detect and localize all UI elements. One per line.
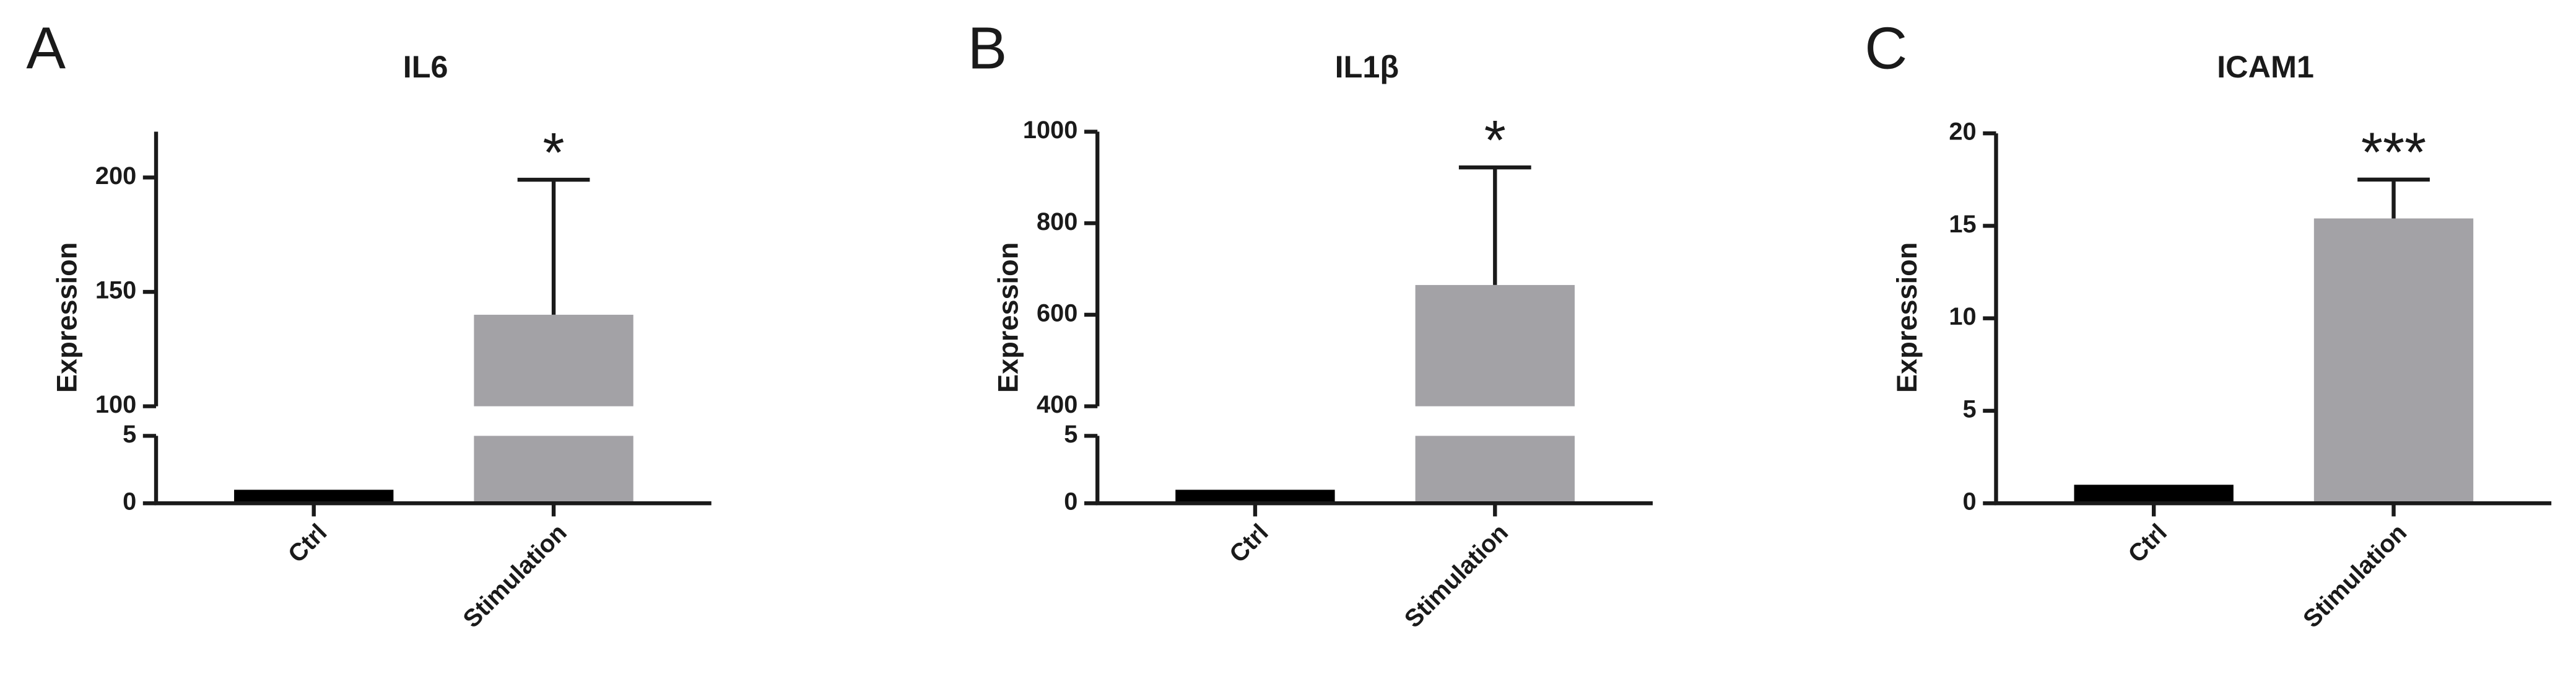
y-axis-label: Expression <box>993 242 1024 393</box>
y-tick-label: 0 <box>1064 488 1077 516</box>
y-tick-label: 20 <box>1949 118 1976 146</box>
y-tick-label: 10 <box>1949 303 1976 330</box>
y-tick-label: 0 <box>1963 488 1977 516</box>
panel-label: A <box>26 15 66 81</box>
panel-label: B <box>968 15 1007 81</box>
bar <box>1415 284 1575 406</box>
y-tick-label: 1000 <box>1023 116 1077 144</box>
significance: *** <box>2361 121 2426 184</box>
y-tick-label: 15 <box>1949 211 1976 238</box>
y-tick-label: 400 <box>1037 391 1077 418</box>
chart-title: IL1β <box>1335 49 1399 84</box>
chart-title: ICAM1 <box>2217 49 2314 84</box>
y-tick-label: 0 <box>123 488 136 516</box>
y-tick-label: 800 <box>1037 208 1077 235</box>
x-tick-label: Ctrl <box>1224 519 1274 568</box>
bar <box>474 436 633 504</box>
x-tick-label: Ctrl <box>283 519 333 568</box>
panel-label: C <box>1865 15 1907 81</box>
significance: * <box>543 121 565 184</box>
x-tick-label: Stimulation <box>458 519 572 633</box>
chart-title: IL6 <box>403 49 448 84</box>
y-tick-label: 5 <box>1963 395 1977 423</box>
x-tick-label: Ctrl <box>2123 519 2172 568</box>
x-tick-label: Stimulation <box>1399 519 1513 633</box>
y-axis-label: Expression <box>1891 242 1923 393</box>
y-tick-label: 150 <box>95 277 136 304</box>
y-tick-label: 5 <box>123 421 136 448</box>
y-axis-label: Expression <box>51 242 82 393</box>
significance: * <box>1484 109 1506 172</box>
bar <box>474 314 633 406</box>
bar <box>2074 485 2234 504</box>
y-tick-label: 100 <box>95 391 136 418</box>
y-tick-label: 5 <box>1064 421 1077 448</box>
x-tick-label: Stimulation <box>2298 519 2412 633</box>
bar <box>2313 218 2474 504</box>
y-tick-label: 200 <box>95 162 136 190</box>
bar <box>234 490 394 504</box>
bar <box>1415 436 1575 504</box>
y-tick-label: 600 <box>1037 299 1077 327</box>
bar <box>1175 490 1335 504</box>
